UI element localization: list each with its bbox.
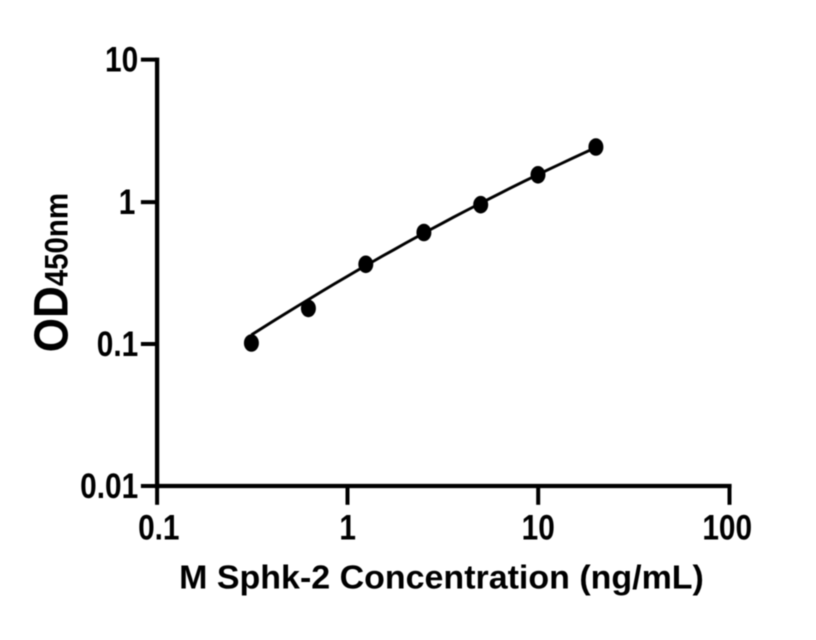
svg-text:1: 1 — [339, 507, 356, 547]
svg-text:10: 10 — [522, 507, 555, 547]
svg-text:M Sphk-2 Concentration (ng/mL): M Sphk-2 Concentration (ng/mL) — [179, 560, 704, 596]
svg-text:10: 10 — [105, 39, 138, 79]
svg-text:0.01: 0.01 — [80, 465, 138, 505]
svg-text:0.1: 0.1 — [138, 507, 179, 547]
svg-text:100: 100 — [702, 507, 752, 547]
svg-text:0.1: 0.1 — [97, 323, 138, 363]
svg-text:1: 1 — [119, 181, 136, 221]
